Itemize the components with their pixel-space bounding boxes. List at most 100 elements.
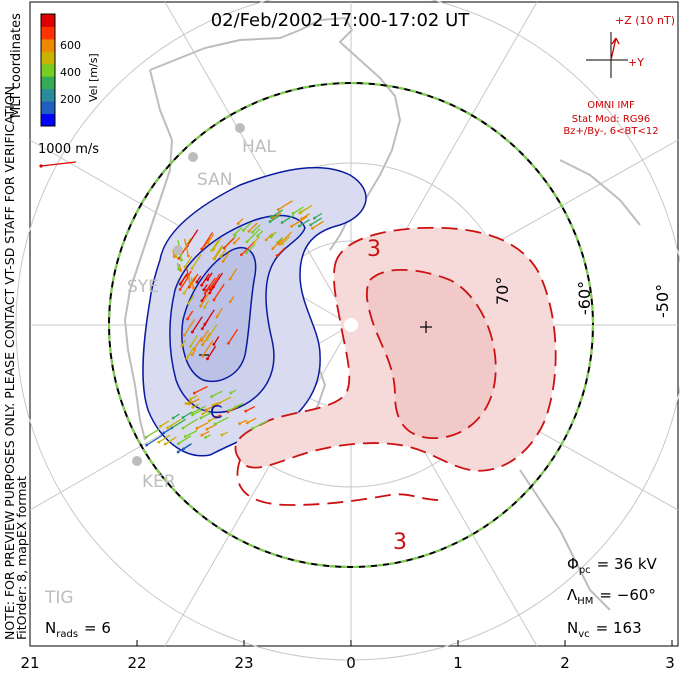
velocity-vector xyxy=(214,416,229,425)
phi-symbol: Φ xyxy=(567,555,579,573)
imf-source: OMNI IMF xyxy=(587,100,635,111)
nrads-stat: Nrads = 6 xyxy=(45,619,111,640)
mlt-label-3: 3 xyxy=(665,654,675,672)
station-labels: HAL SAN SYE KER TIG xyxy=(44,137,276,608)
lat-label-70: 70° xyxy=(493,277,512,305)
lat-circle-50 xyxy=(15,0,680,661)
velocity-vector-origin xyxy=(247,229,251,233)
velocity-vector xyxy=(194,385,208,394)
velocity-vector xyxy=(191,405,206,414)
velocity-vector xyxy=(246,243,256,254)
station-label-ker: KER xyxy=(142,472,176,492)
velocity-vector-origin xyxy=(245,240,249,244)
velocity-vector-origin xyxy=(229,391,233,395)
velocity-vector-origin xyxy=(187,285,191,289)
colorbar-swatch xyxy=(41,113,55,127)
velocity-vector-origin xyxy=(238,422,242,426)
fit-order-note: FitOrder: 8, mapEX format xyxy=(14,476,29,640)
velocity-vector-origin xyxy=(209,286,213,290)
mlt-line-22 xyxy=(164,324,352,647)
contour-label-top: 3 xyxy=(367,237,381,262)
mlt-label-23: 23 xyxy=(234,654,253,672)
velocity-vector-origin xyxy=(191,405,195,409)
imf-condition: Bz+/By-, 6<BT<12 xyxy=(563,126,658,137)
lambda-value: = −60° xyxy=(599,586,656,604)
velocity-vector-origin xyxy=(276,208,280,211)
velocity-vector-origin xyxy=(251,427,255,430)
velocity-vector-origin xyxy=(190,411,194,415)
velocity-vector-origin xyxy=(206,357,209,361)
velocity-vector xyxy=(229,268,238,280)
velocity-vector-origin xyxy=(200,433,204,437)
velocity-vector-origin xyxy=(205,427,209,431)
velocity-vector xyxy=(204,237,211,247)
velocity-vector-origin xyxy=(227,341,230,345)
velocity-vector-origin xyxy=(157,440,161,444)
imf-model: Stat Mod: RG96 xyxy=(572,114,651,125)
velocity-vector-origin xyxy=(199,416,203,420)
imf-panel: +Z (10 nT) +Y OMNI IMF Stat Mod: RG96 Bz… xyxy=(563,14,675,137)
velocity-vector-origin xyxy=(200,339,204,343)
coast-south-east xyxy=(519,469,611,611)
velocity-vector xyxy=(292,206,304,214)
station-marker-sye xyxy=(173,245,183,255)
velocity-vector xyxy=(171,418,187,429)
velocity-vector xyxy=(193,336,203,350)
velocity-vector-origin xyxy=(220,433,224,437)
velocity-vector xyxy=(291,215,308,227)
velocity-vector xyxy=(220,248,227,257)
station-marker-ker xyxy=(132,456,142,466)
velocity-vector-origin xyxy=(189,344,193,348)
mlt-axis-labels: 21 22 23 0 1 2 3 xyxy=(20,654,674,672)
velocity-vector-origin xyxy=(290,224,294,228)
velocity-vector xyxy=(314,212,323,219)
nrads-value: = 6 xyxy=(84,619,111,637)
velocity-vector-origin xyxy=(228,300,232,304)
lambda-subscript: HM xyxy=(577,596,593,607)
velocity-vector-origin xyxy=(187,301,190,305)
velocity-vector xyxy=(164,436,177,445)
nrads-subscript: rads xyxy=(56,629,78,640)
contour-labels: 3 3 xyxy=(367,237,407,555)
velocity-vector xyxy=(158,434,171,443)
velocity-vector xyxy=(281,215,294,224)
mlt-label-1: 1 xyxy=(453,654,463,672)
velocity-vector-origin xyxy=(298,211,302,215)
velocity-vector-origin xyxy=(192,347,196,351)
velocity-vector-origin xyxy=(180,344,184,348)
velocity-vector-origin xyxy=(210,248,214,252)
velocity-vector xyxy=(205,401,222,411)
velocity-vector-origin xyxy=(227,408,231,412)
velocity-vector-origin xyxy=(207,419,211,423)
velocity-vector-origin xyxy=(210,395,214,398)
velocity-vector xyxy=(278,231,292,245)
velocity-vector-origin xyxy=(145,443,149,447)
velocity-vector-origin xyxy=(241,228,245,232)
vector-scale-label: 1000 m/s xyxy=(38,142,99,157)
velocity-vector xyxy=(223,237,235,249)
colorbar-swatch xyxy=(41,88,55,102)
velocity-vector xyxy=(184,430,198,438)
coordinates-label: MLT coordinates xyxy=(9,13,24,118)
phi-value: = 36 kV xyxy=(597,555,658,573)
imf-axis-y: +Y xyxy=(628,56,644,69)
velocity-vector xyxy=(242,221,252,231)
velocity-vector-origin xyxy=(186,254,190,258)
velocity-vectors xyxy=(144,200,324,454)
mlt-label-2: 2 xyxy=(560,654,570,672)
station-label-sye: SYE xyxy=(127,277,159,297)
velocity-vector-origin xyxy=(195,426,199,430)
velocity-vector xyxy=(186,229,199,247)
velocity-vector-origin xyxy=(269,235,273,239)
mlt-line-14 xyxy=(164,1,352,326)
velocity-vector xyxy=(204,277,216,294)
velocity-vector xyxy=(196,422,209,429)
velocity-vector xyxy=(211,240,219,251)
nvc-value: = 163 xyxy=(596,619,642,637)
station-marker-san xyxy=(188,152,198,162)
velocity-vector xyxy=(247,417,257,424)
coast-north xyxy=(149,17,401,251)
colorbar-swatch xyxy=(41,14,55,27)
vector-scale-arrow xyxy=(40,161,77,167)
